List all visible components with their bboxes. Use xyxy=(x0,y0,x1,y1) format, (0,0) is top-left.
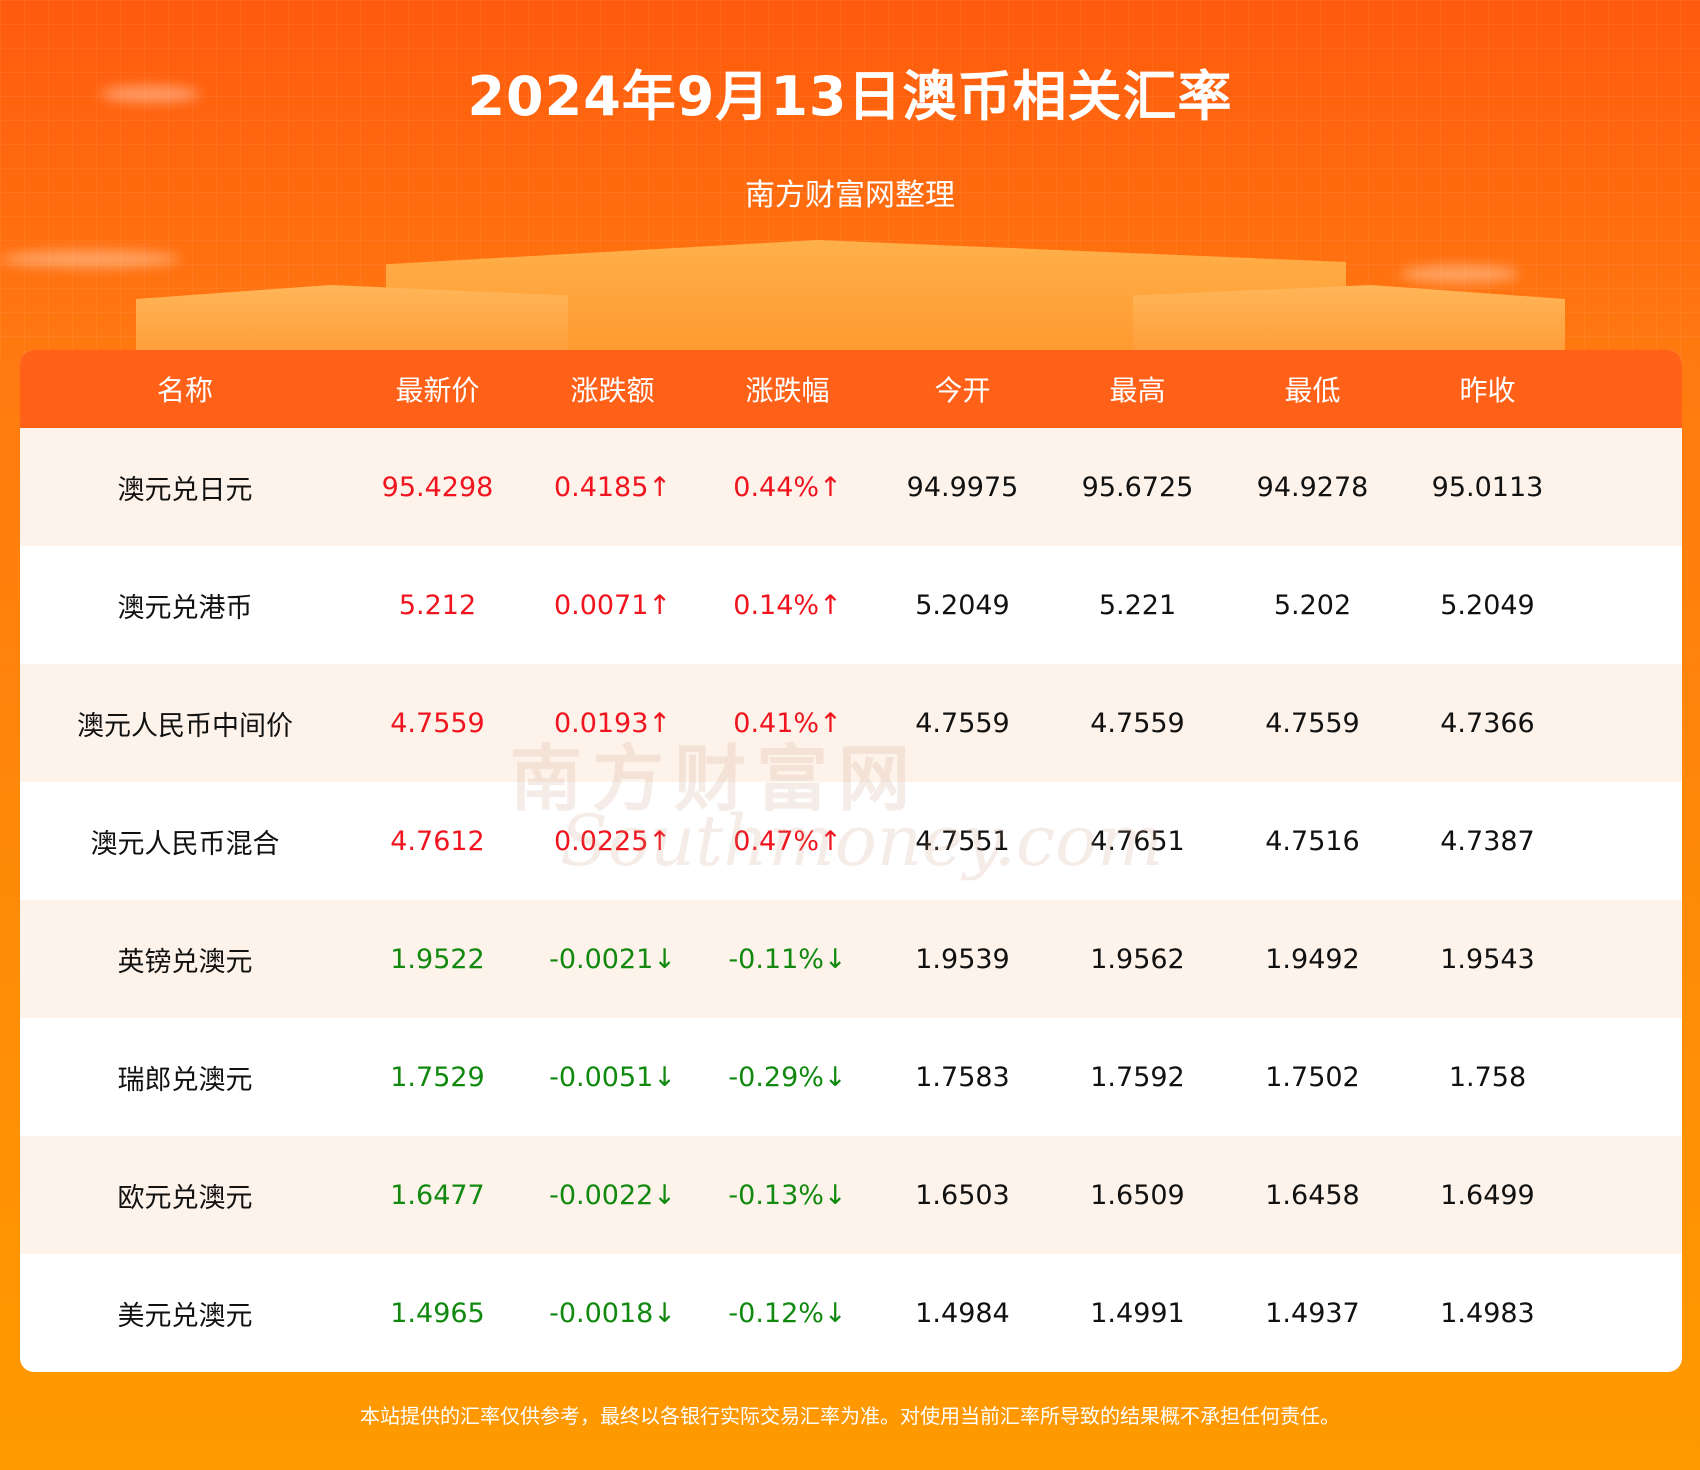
cell-open: 1.7583 xyxy=(915,1061,1010,1093)
cell-change: -0.0021↓ xyxy=(549,943,676,975)
cell-prev: 95.0113 xyxy=(1431,471,1544,503)
cell-high: 4.7651 xyxy=(1090,825,1185,857)
cell-name: 英镑兑澳元 xyxy=(117,946,253,978)
cell-low: 4.7559 xyxy=(1265,707,1360,739)
cell-low: 1.6458 xyxy=(1265,1179,1360,1211)
decor-block xyxy=(1133,285,1565,355)
column-header: 昨收 xyxy=(1459,374,1516,407)
cell-low: 1.4937 xyxy=(1265,1297,1360,1329)
table-row: 瑞郎兑澳元 1.7529 -0.0051↓ -0.29%↓ 1.7583 1.7592 1.… xyxy=(20,1018,1682,1136)
cell-latest: 5.212 xyxy=(398,589,477,621)
cell-pct: -0.11%↓ xyxy=(728,943,847,975)
cell-prev: 4.7387 xyxy=(1440,825,1535,857)
cell-name: 欧元兑澳元 xyxy=(117,1182,253,1214)
cell-open: 4.7559 xyxy=(915,707,1010,739)
table-header: 名称 最新价 涨跌额 涨跌幅 今开 最高 最低 昨收 xyxy=(20,350,1682,428)
cell-name: 澳元人民币混合 xyxy=(90,828,280,860)
cell-prev: 1.9543 xyxy=(1440,943,1535,975)
cell-name: 美元兑澳元 xyxy=(117,1300,253,1332)
cell-open: 94.9975 xyxy=(906,471,1019,503)
table-row: 澳元兑港币 5.212 0.0071↑ 0.14%↑ 5.2049 5.221 5.202 5… xyxy=(20,546,1682,664)
cell-pct: 0.41%↑ xyxy=(733,707,842,739)
cell-prev: 1.758 xyxy=(1448,1061,1527,1093)
column-header: 最低 xyxy=(1284,374,1341,407)
column-header: 最新价 xyxy=(395,374,480,407)
cell-pct: 0.44%↑ xyxy=(733,471,842,503)
cell-name: 澳元兑港币 xyxy=(117,592,253,624)
cell-high: 95.6725 xyxy=(1081,471,1194,503)
table-row: 英镑兑澳元 1.9522 -0.0021↓ -0.11%↓ 1.9539 1.9562 1.… xyxy=(20,900,1682,1018)
cell-open: 1.6503 xyxy=(915,1179,1010,1211)
cell-pct: 0.47%↑ xyxy=(733,825,842,857)
cell-latest: 95.4298 xyxy=(381,471,494,503)
cell-latest: 1.7529 xyxy=(390,1061,485,1093)
cell-high: 5.221 xyxy=(1098,589,1177,621)
cell-latest: 1.6477 xyxy=(390,1179,485,1211)
decor-streak xyxy=(1400,265,1520,283)
cell-high: 1.9562 xyxy=(1090,943,1185,975)
cell-change: 0.0225↑ xyxy=(553,825,672,857)
page-subtitle: 南方财富网整理 xyxy=(745,178,955,213)
cell-name: 澳元兑日元 xyxy=(117,474,253,506)
cell-change: 0.0071↑ xyxy=(553,589,672,621)
table-row: 澳元兑日元 95.4298 0.4185↑ 0.44%↑ 94.9975 95.6725 9… xyxy=(20,428,1682,546)
page-title: 2024年9月13日澳币相关汇率 xyxy=(467,65,1233,128)
cell-open: 5.2049 xyxy=(915,589,1010,621)
cell-open: 1.9539 xyxy=(915,943,1010,975)
cell-open: 1.4984 xyxy=(915,1297,1010,1329)
cell-prev: 5.2049 xyxy=(1440,589,1535,621)
cell-prev: 4.7366 xyxy=(1440,707,1535,739)
cell-name: 瑞郎兑澳元 xyxy=(117,1064,253,1096)
column-header: 涨跌幅 xyxy=(745,374,830,407)
cell-high: 4.7559 xyxy=(1090,707,1185,739)
table-row: 欧元兑澳元 1.6477 -0.0022↓ -0.13%↓ 1.6503 1.6509 1.… xyxy=(20,1136,1682,1254)
cell-high: 1.7592 xyxy=(1090,1061,1185,1093)
cell-high: 1.6509 xyxy=(1090,1179,1185,1211)
column-header: 今开 xyxy=(934,374,991,407)
cell-low: 5.202 xyxy=(1273,589,1352,621)
cell-pct: 0.14%↑ xyxy=(733,589,842,621)
cell-prev: 1.6499 xyxy=(1440,1179,1535,1211)
cell-low: 1.9492 xyxy=(1265,943,1360,975)
cell-prev: 1.4983 xyxy=(1440,1297,1535,1329)
cell-change: -0.0051↓ xyxy=(549,1061,676,1093)
cell-high: 1.4991 xyxy=(1090,1297,1185,1329)
cell-change: -0.0022↓ xyxy=(549,1179,676,1211)
cell-open: 4.7551 xyxy=(915,825,1010,857)
disclaimer: 本站提供的汇率仅供参考，最终以各银行实际交易汇率为准。对使用当前汇率所导致的结果… xyxy=(360,1404,1340,1428)
table-row: 澳元人民币混合 4.7612 0.0225↑ 0.47%↑ 4.7551 4.7651 4.… xyxy=(20,782,1682,900)
cell-change: -0.0018↓ xyxy=(549,1297,676,1329)
cell-pct: -0.13%↓ xyxy=(728,1179,847,1211)
cell-low: 94.9278 xyxy=(1256,471,1369,503)
cell-change: 0.0193↑ xyxy=(553,707,672,739)
column-header: 名称 xyxy=(156,374,213,407)
table-row: 澳元人民币中间价 4.7559 0.0193↑ 0.41%↑ 4.7559 4.7559 4… xyxy=(20,664,1682,782)
cell-low: 1.7502 xyxy=(1265,1061,1360,1093)
decor-streak xyxy=(0,250,180,268)
cell-pct: -0.12%↓ xyxy=(728,1297,847,1329)
decor-streak xyxy=(100,85,200,103)
cell-change: 0.4185↑ xyxy=(553,471,672,503)
column-header: 最高 xyxy=(1109,374,1166,407)
cell-latest: 4.7559 xyxy=(390,707,485,739)
column-header: 涨跌额 xyxy=(570,374,655,407)
cell-latest: 1.4965 xyxy=(390,1297,485,1329)
cell-name: 澳元人民币中间价 xyxy=(77,710,293,742)
decor-block xyxy=(136,285,568,355)
cell-latest: 1.9522 xyxy=(390,943,485,975)
table-row: 美元兑澳元 1.4965 -0.0018↓ -0.12%↓ 1.4984 1.4991 1.… xyxy=(20,1254,1682,1372)
cell-low: 4.7516 xyxy=(1265,825,1360,857)
cell-latest: 4.7612 xyxy=(390,825,485,857)
exchange-rate-table: 名称 最新价 涨跌额 涨跌幅 今开 最高 最低 昨收 澳元兑日元 95.4298 0.4185↑ 0… xyxy=(20,350,1682,1372)
cell-pct: -0.29%↓ xyxy=(728,1061,847,1093)
